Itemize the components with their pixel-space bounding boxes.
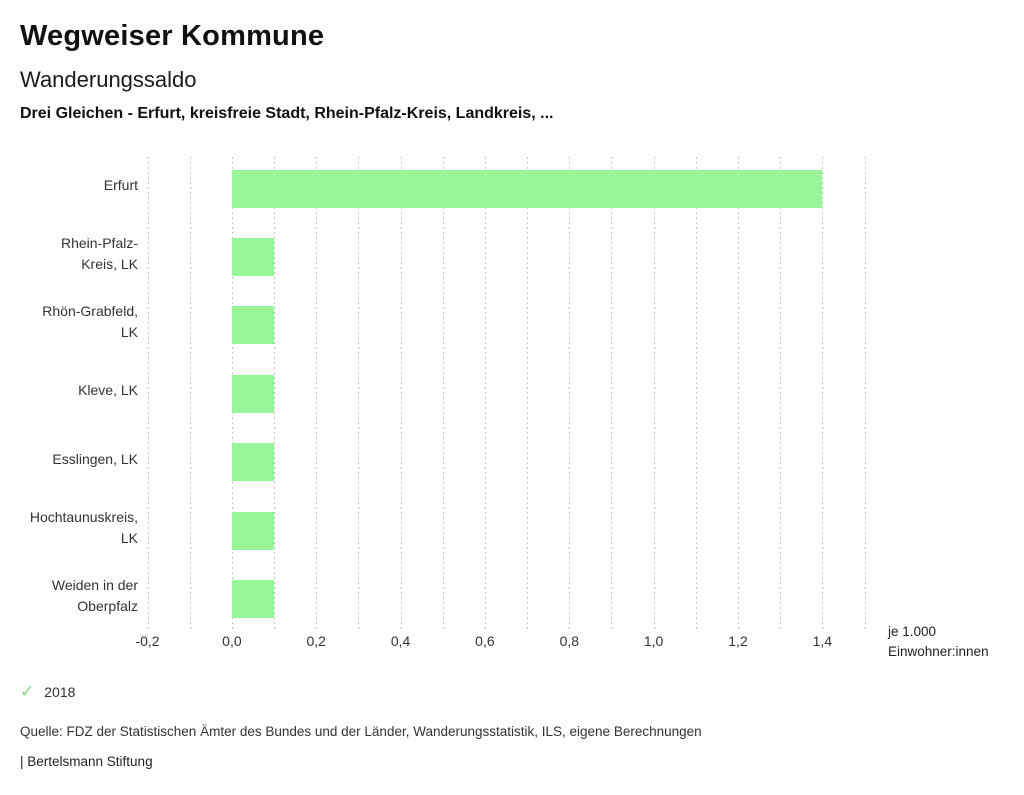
- x-tick-label: 0,8: [559, 633, 580, 649]
- gridline: [442, 157, 444, 632]
- category-label: Erfurt: [103, 177, 138, 193]
- bar[interactable]: [231, 306, 275, 345]
- category-label: Rhein-Pfalz- Kreis, LK: [60, 234, 138, 272]
- bar[interactable]: [231, 169, 823, 208]
- bar[interactable]: [231, 443, 275, 482]
- category-label: Rhön-Grabfeld, LK: [42, 303, 138, 341]
- indicator-title: Wanderungssaldo: [20, 67, 197, 92]
- gridline: [527, 157, 529, 632]
- gridline: [274, 157, 275, 632]
- region-selection: Drei Gleichen - Erfurt, kreisfreie Stadt…: [20, 105, 554, 122]
- x-tick-label: 0,6: [475, 633, 495, 649]
- gridline: [695, 157, 697, 632]
- gridline: [780, 157, 782, 632]
- category-label: Esslingen, LK: [52, 450, 138, 467]
- category-label: Weiden in der Oberpfalz: [51, 576, 138, 614]
- gridline: [653, 157, 655, 632]
- x-axis-unit-label: je 1.000 Einwohner:innen: [888, 624, 989, 659]
- gridline: [611, 157, 613, 632]
- gridline: [738, 157, 739, 632]
- legend-item-2018[interactable]: ✓ 2018: [20, 683, 75, 700]
- x-tick-label: 0,4: [390, 633, 411, 649]
- gridline: [147, 157, 149, 632]
- gridline: [358, 157, 360, 632]
- source-text: Quelle: FDZ der Statistischen Ämter des …: [20, 724, 702, 739]
- x-tick-label: 0,0: [222, 633, 242, 649]
- x-tick-label: 1,0: [643, 633, 664, 649]
- category-label: Hochtaunuskreis, LK: [29, 508, 138, 546]
- gridline: [316, 157, 318, 632]
- gridline: [569, 157, 571, 632]
- legend-label: 2018: [44, 683, 76, 700]
- x-tick-label: 1,4: [812, 633, 833, 649]
- bar[interactable]: [231, 579, 275, 618]
- branding-text: | Bertelsmann Stiftung: [20, 754, 153, 769]
- bar[interactable]: [231, 511, 275, 550]
- bar[interactable]: [231, 237, 275, 276]
- x-tick-label: -0,2: [135, 633, 160, 649]
- x-tick-label: 0,2: [306, 633, 326, 649]
- gridline: [400, 157, 402, 632]
- x-tick-label: 1,2: [728, 633, 748, 649]
- app-title: Wegweiser Kommune: [20, 20, 325, 52]
- gridline: [189, 157, 191, 632]
- category-label: Kleve, LK: [78, 382, 138, 399]
- bar[interactable]: [231, 374, 275, 413]
- check-icon: ✓: [20, 682, 35, 701]
- gridline: [864, 157, 866, 632]
- gridline: [484, 157, 486, 632]
- gridline: [822, 157, 824, 632]
